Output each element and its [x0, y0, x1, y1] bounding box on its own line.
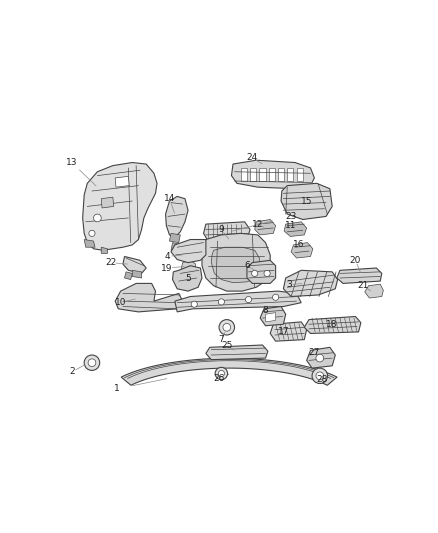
Polygon shape [204, 222, 250, 241]
Circle shape [316, 372, 324, 379]
Polygon shape [259, 168, 265, 181]
Polygon shape [132, 270, 141, 278]
Polygon shape [206, 345, 268, 360]
Polygon shape [101, 247, 107, 253]
Circle shape [219, 320, 235, 335]
Polygon shape [337, 268, 382, 284]
Polygon shape [278, 168, 284, 181]
Polygon shape [171, 239, 206, 263]
Circle shape [191, 301, 198, 308]
Text: 16: 16 [293, 240, 304, 249]
Polygon shape [181, 260, 196, 273]
Polygon shape [211, 247, 260, 282]
Circle shape [312, 368, 328, 384]
Text: 1: 1 [114, 384, 120, 393]
Text: 15: 15 [301, 197, 312, 206]
Text: 25: 25 [221, 341, 233, 350]
Polygon shape [202, 233, 270, 291]
Circle shape [84, 355, 100, 370]
Polygon shape [291, 243, 313, 258]
Circle shape [316, 354, 324, 362]
Polygon shape [281, 183, 332, 220]
Text: 8: 8 [263, 306, 268, 315]
Text: 24: 24 [247, 154, 258, 163]
Polygon shape [115, 176, 129, 187]
Circle shape [223, 324, 231, 331]
Polygon shape [241, 168, 247, 181]
Polygon shape [121, 358, 337, 385]
Text: 23: 23 [286, 212, 297, 221]
Text: 14: 14 [164, 194, 175, 203]
Text: 18: 18 [326, 320, 338, 329]
Polygon shape [297, 168, 303, 181]
Circle shape [218, 370, 224, 377]
Text: 7: 7 [219, 335, 224, 344]
Polygon shape [283, 270, 338, 296]
Circle shape [251, 270, 258, 277]
Polygon shape [287, 168, 293, 181]
Polygon shape [284, 222, 307, 237]
Text: 28: 28 [316, 375, 328, 384]
Polygon shape [247, 260, 276, 284]
Circle shape [215, 367, 228, 379]
Polygon shape [231, 160, 314, 189]
Polygon shape [123, 256, 146, 273]
Polygon shape [173, 265, 202, 291]
Polygon shape [304, 317, 361, 334]
Circle shape [88, 359, 96, 367]
Text: 22: 22 [105, 258, 116, 267]
Text: 12: 12 [252, 220, 264, 229]
Text: 6: 6 [244, 261, 250, 270]
Polygon shape [101, 197, 113, 208]
Polygon shape [250, 168, 256, 181]
Polygon shape [268, 168, 275, 181]
Polygon shape [270, 322, 307, 341]
Polygon shape [170, 233, 180, 243]
Text: 9: 9 [219, 225, 224, 234]
Text: 4: 4 [164, 252, 170, 261]
Polygon shape [84, 239, 95, 247]
Polygon shape [166, 196, 188, 237]
Polygon shape [83, 163, 157, 251]
Circle shape [93, 214, 101, 222]
Polygon shape [260, 306, 286, 326]
Text: 11: 11 [286, 221, 297, 230]
Text: 13: 13 [66, 158, 78, 167]
Polygon shape [124, 272, 132, 280]
Circle shape [272, 294, 279, 301]
Text: 27: 27 [309, 348, 320, 357]
Text: 2: 2 [69, 367, 74, 376]
Polygon shape [265, 313, 276, 322]
Circle shape [218, 299, 224, 305]
Text: 21: 21 [357, 281, 369, 290]
Text: 5: 5 [185, 273, 191, 282]
Text: 26: 26 [213, 374, 225, 383]
Text: 20: 20 [350, 256, 361, 265]
Circle shape [245, 296, 251, 303]
Text: 19: 19 [161, 263, 173, 272]
Polygon shape [365, 284, 383, 298]
Polygon shape [307, 348, 336, 368]
Text: 3: 3 [286, 280, 292, 289]
Polygon shape [175, 291, 301, 312]
Polygon shape [115, 284, 183, 312]
Text: 10: 10 [115, 298, 127, 307]
Circle shape [264, 270, 270, 277]
Text: 17: 17 [278, 327, 289, 336]
Polygon shape [255, 220, 276, 235]
Polygon shape [171, 243, 179, 252]
Circle shape [89, 230, 95, 237]
